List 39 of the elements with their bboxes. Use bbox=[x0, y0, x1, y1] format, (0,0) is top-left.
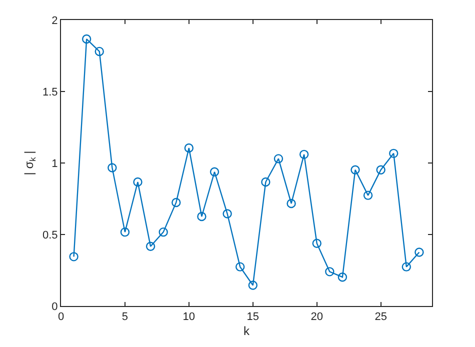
point bbox=[210, 167, 220, 176]
x-tick-label: 15 bbox=[246, 311, 260, 324]
y-tick-label: 1.5 bbox=[42, 86, 58, 98]
point bbox=[94, 46, 104, 56]
point bbox=[158, 227, 168, 237]
point bbox=[184, 143, 194, 153]
point bbox=[350, 165, 360, 174]
point bbox=[120, 227, 130, 237]
point bbox=[325, 267, 334, 276]
point bbox=[69, 252, 78, 262]
x-tick-label: 20 bbox=[310, 311, 323, 324]
y-tick-label: 0 bbox=[52, 300, 58, 313]
x-tick-label: 10 bbox=[182, 311, 196, 324]
point bbox=[363, 190, 373, 200]
point bbox=[172, 198, 181, 208]
point bbox=[402, 262, 412, 272]
point bbox=[299, 150, 309, 160]
point bbox=[312, 238, 322, 248]
point bbox=[146, 242, 156, 251]
point bbox=[222, 209, 232, 218]
point bbox=[133, 177, 142, 187]
point bbox=[197, 212, 206, 222]
point bbox=[376, 165, 386, 174]
x-axis-title: k bbox=[244, 324, 250, 338]
point bbox=[261, 177, 270, 187]
point bbox=[286, 198, 296, 208]
y-tick-label: 2 bbox=[52, 14, 58, 27]
point bbox=[274, 154, 284, 164]
point bbox=[236, 262, 245, 272]
point bbox=[82, 34, 92, 44]
y-tick-label: 1 bbox=[52, 158, 58, 170]
point bbox=[248, 280, 258, 290]
point bbox=[414, 248, 424, 257]
y-tick-label: 0.5 bbox=[42, 229, 58, 242]
point bbox=[108, 163, 117, 172]
x-tick-label: 5 bbox=[122, 311, 128, 324]
x-tick-label: 25 bbox=[374, 311, 387, 324]
point bbox=[389, 148, 398, 158]
point bbox=[338, 272, 348, 282]
